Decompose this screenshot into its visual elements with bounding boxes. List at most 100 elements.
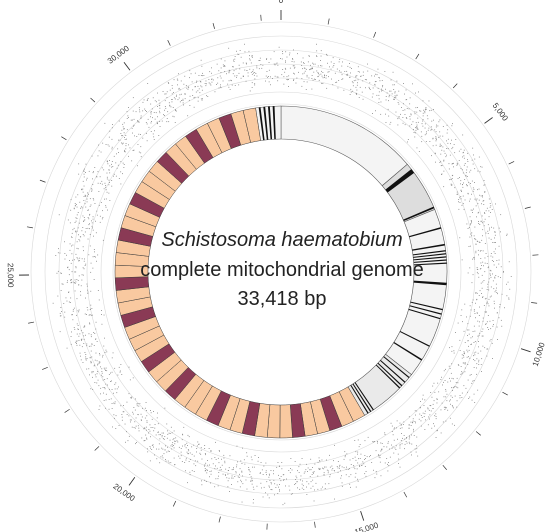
scatter-point bbox=[377, 441, 378, 442]
scatter-point bbox=[417, 121, 419, 123]
scatter-point bbox=[78, 260, 79, 262]
scatter-point bbox=[470, 344, 472, 345]
scatter-point bbox=[210, 482, 211, 484]
feature-bar bbox=[413, 280, 447, 286]
scatter-point bbox=[422, 112, 424, 114]
scatter-point bbox=[111, 185, 113, 187]
scatter-point bbox=[197, 441, 199, 443]
scatter-point bbox=[486, 348, 488, 350]
repeat-unit bbox=[242, 107, 261, 143]
scatter-point bbox=[362, 98, 364, 100]
scatter-point bbox=[434, 129, 436, 131]
scatter-point bbox=[90, 350, 92, 352]
major-tick bbox=[484, 117, 493, 124]
scatter-point bbox=[473, 393, 475, 395]
scatter-point bbox=[460, 168, 462, 169]
scatter-point bbox=[357, 82, 358, 84]
scatter-point bbox=[449, 400, 450, 402]
minor-tick bbox=[167, 40, 171, 46]
scatter-point bbox=[168, 451, 170, 452]
scatter-point bbox=[90, 334, 92, 336]
scatter-point bbox=[121, 135, 123, 136]
scatter-point bbox=[439, 162, 441, 163]
scatter-point bbox=[352, 90, 354, 92]
scatter-point bbox=[283, 479, 284, 481]
scatter-point bbox=[83, 173, 85, 175]
scatter-point bbox=[101, 183, 103, 185]
scatter-point bbox=[337, 461, 339, 462]
scatter-point bbox=[374, 477, 376, 479]
scatter-point bbox=[456, 406, 458, 408]
scatter-point bbox=[311, 88, 313, 90]
scatter-point bbox=[185, 457, 187, 459]
scatter-point bbox=[123, 167, 125, 168]
scatter-point bbox=[273, 470, 274, 472]
scatter-point bbox=[395, 445, 397, 447]
scatter-point bbox=[395, 111, 397, 113]
scatter-point bbox=[204, 468, 206, 469]
scatter-point bbox=[166, 97, 168, 98]
scatter-point bbox=[200, 449, 202, 451]
major-tick bbox=[360, 510, 365, 521]
scatter-point bbox=[404, 448, 405, 450]
scatter-point bbox=[229, 491, 230, 492]
guide-circle bbox=[112, 103, 450, 441]
feature-bar bbox=[350, 384, 369, 414]
scatter-point bbox=[378, 77, 380, 78]
scatter-point bbox=[144, 417, 146, 419]
scatter-point bbox=[133, 125, 134, 127]
scatter-point bbox=[118, 152, 119, 153]
scatter-point bbox=[128, 144, 129, 146]
scatter-point bbox=[180, 80, 182, 82]
scatter-point bbox=[454, 386, 456, 387]
scatter-point bbox=[475, 292, 477, 294]
scatter-point bbox=[477, 352, 479, 354]
scatter-point bbox=[151, 418, 153, 420]
scatter-point bbox=[416, 126, 418, 127]
scatter-point bbox=[137, 121, 139, 123]
scatter-point bbox=[403, 103, 404, 105]
scatter-point bbox=[349, 63, 350, 64]
scatter-point bbox=[399, 447, 401, 449]
scatter-point bbox=[484, 184, 486, 186]
scatter-point bbox=[94, 359, 96, 361]
scatter-point bbox=[464, 367, 466, 369]
scatter-point bbox=[125, 143, 127, 144]
scatter-point bbox=[77, 280, 79, 281]
guide-circle bbox=[72, 63, 490, 481]
scatter-point bbox=[459, 237, 461, 239]
scatter-point bbox=[238, 477, 240, 478]
feature-bar bbox=[410, 301, 443, 311]
scatter-point bbox=[60, 290, 62, 291]
scatter-point bbox=[416, 124, 418, 126]
scatter-point bbox=[138, 427, 140, 429]
scatter-point bbox=[462, 195, 464, 197]
scatter-point bbox=[297, 53, 298, 55]
scatter-point bbox=[98, 299, 100, 301]
scatter-point bbox=[487, 233, 489, 234]
scatter-point bbox=[424, 111, 426, 112]
scatter-point bbox=[106, 351, 108, 353]
scatter-point bbox=[302, 57, 304, 59]
scatter-point bbox=[289, 489, 291, 491]
scatter-point bbox=[486, 263, 488, 264]
scatter-point bbox=[378, 454, 379, 456]
scatter-point bbox=[113, 392, 114, 394]
scatter-point bbox=[72, 309, 74, 311]
scatter-point bbox=[215, 478, 217, 480]
scatter-point bbox=[462, 362, 464, 364]
scatter-point bbox=[194, 86, 196, 88]
scatter-point bbox=[285, 51, 287, 53]
scatter-point bbox=[111, 380, 112, 382]
scatter-point bbox=[431, 396, 433, 398]
scatter-point bbox=[492, 358, 493, 359]
scatter-point bbox=[76, 340, 78, 342]
scatter-point bbox=[457, 193, 458, 195]
scatter-point bbox=[304, 70, 306, 72]
scatter-point bbox=[364, 459, 365, 460]
genome-title: Schistosoma haematobium complete mitocho… bbox=[140, 229, 424, 310]
scatter-point bbox=[406, 108, 408, 109]
scatter-point bbox=[215, 459, 217, 460]
scatter-point bbox=[218, 462, 220, 464]
scatter-point bbox=[428, 127, 430, 129]
